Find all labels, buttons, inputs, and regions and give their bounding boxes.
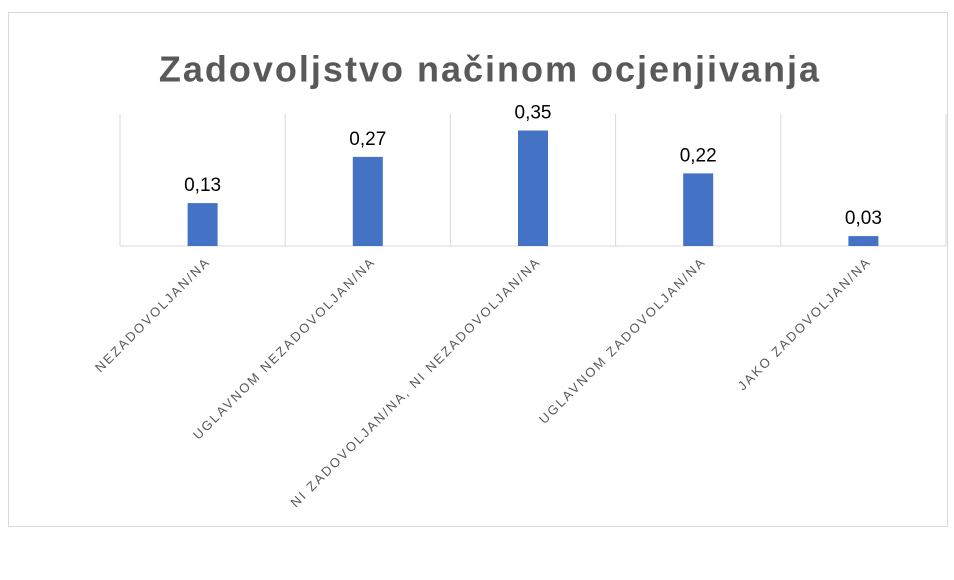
chart-border [8, 12, 948, 527]
bar [518, 130, 548, 246]
data-label: 0,13 [184, 175, 221, 196]
data-label: 0,03 [845, 208, 882, 229]
bar [352, 156, 383, 246]
data-label: 0,22 [680, 145, 717, 166]
data-label: 0,27 [349, 129, 386, 150]
bar [187, 203, 218, 246]
bar [848, 236, 879, 246]
bar [683, 173, 714, 246]
chart-title: Zadovoljstvo načinom ocjenjivanja [159, 49, 821, 90]
data-label: 0,35 [515, 103, 552, 124]
